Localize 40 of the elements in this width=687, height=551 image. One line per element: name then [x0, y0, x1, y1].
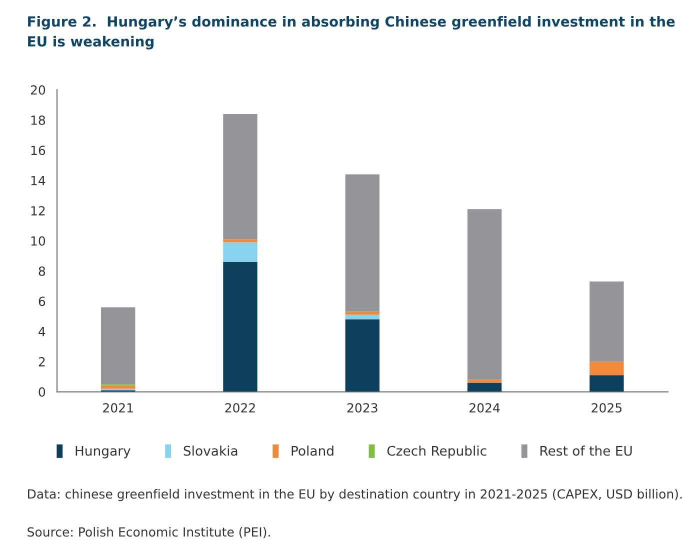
source-note: Source: Polish Economic Institute (PEI). — [28, 527, 270, 538]
y-tick-label: 0 — [38, 387, 46, 397]
bar — [223, 242, 258, 262]
y-tick-label: 4 — [38, 327, 46, 336]
x-tick-label: 2025 — [592, 403, 622, 413]
bar — [467, 209, 502, 380]
legend-label: Hungary — [76, 446, 130, 458]
legend-label: Czech Republic — [387, 446, 486, 458]
legend-label: Poland — [292, 446, 334, 456]
bar — [223, 262, 258, 392]
bar — [345, 319, 380, 392]
chart-title: Figure 2. Hungary’s dominance in absorbing Chinese greenfield investment in the EU is weakening — [28, 16, 675, 50]
y-tick-label: 10 — [31, 236, 46, 246]
bar — [590, 375, 624, 392]
bar — [100, 386, 136, 389]
y-tick-label: 8 — [38, 266, 46, 276]
bar — [223, 114, 258, 240]
bar — [345, 174, 380, 312]
y-tick-label: 16 — [31, 146, 46, 156]
y-tick-label: 6 — [38, 296, 46, 306]
x-tick-label: 2024 — [470, 403, 500, 413]
bar — [223, 239, 258, 242]
y-tick-label: 14 — [31, 176, 46, 186]
bar — [345, 312, 380, 315]
x-tick-label: 2021 — [103, 403, 133, 413]
x-tick-label: 2022 — [225, 403, 255, 413]
legend-label: Rest of the EU — [540, 446, 632, 456]
y-tick-label: 18 — [31, 115, 46, 125]
bar — [467, 380, 502, 383]
legend-label: Slovakia — [184, 446, 238, 456]
bar — [100, 307, 136, 384]
y-tick-label: 20 — [30, 85, 46, 95]
y-tick-label: 2 — [38, 357, 45, 366]
x-tick-label: 2023 — [347, 403, 378, 413]
text: Data: chinese greenfield investment in the EU by destination country in 2021-2025 (CAPEX, USD billion). — [28, 489, 682, 502]
bar — [590, 362, 624, 376]
bar — [467, 382, 502, 392]
bar — [590, 282, 624, 362]
y-tick-label: 12 — [31, 206, 45, 216]
bar — [345, 314, 380, 320]
